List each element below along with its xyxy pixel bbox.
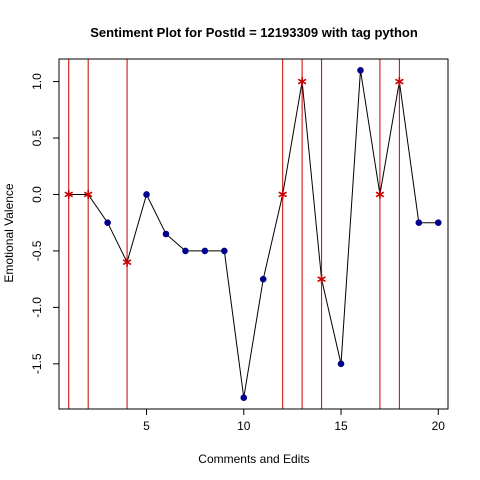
y-tick-label: 0.5 — [30, 129, 44, 146]
data-point — [201, 247, 209, 255]
highlight-marker — [83, 189, 93, 199]
highlight-marker — [278, 189, 287, 199]
data-point — [162, 230, 170, 238]
y-tick-label: 1.0 — [30, 73, 44, 90]
data-point — [337, 360, 345, 368]
data-point — [104, 219, 111, 227]
x-tick-label: 5 — [143, 419, 150, 433]
data-point — [434, 219, 442, 227]
highlight-marker — [122, 257, 132, 267]
y-axis-label: Emotional Valence — [2, 183, 16, 282]
data-point — [415, 219, 423, 227]
data-point — [143, 191, 150, 198]
x-tick-label: 15 — [334, 419, 348, 433]
highlight-marker — [64, 189, 74, 199]
data-point — [221, 247, 228, 255]
highlight-marker — [317, 274, 326, 284]
plot-frame — [58, 58, 449, 410]
highlight-marker — [297, 77, 307, 87]
data-point — [182, 247, 189, 255]
chart-title: Sentiment Plot for PostId = 12193309 wit… — [90, 25, 418, 40]
x-tick-label: 20 — [432, 419, 446, 433]
data-point — [259, 275, 267, 283]
y-tick-label: -1.0 — [30, 297, 44, 318]
highlight-marker — [395, 77, 404, 87]
x-tick-label: 10 — [237, 419, 251, 433]
highlight-marker — [375, 189, 385, 199]
x-axis-label: Comments and Edits — [198, 452, 309, 466]
plot-area: 5 10 15 20 -1.5 -1.0 -0.5 0.0 0.5 1.0 — [30, 58, 449, 433]
y-tick-label: -1.5 — [30, 353, 44, 374]
y-tick-label: 0.0 — [30, 186, 44, 203]
y-tick-label: -0.5 — [30, 240, 44, 261]
data-point — [240, 394, 248, 402]
series-line — [68, 70, 439, 398]
data-point — [357, 66, 364, 74]
